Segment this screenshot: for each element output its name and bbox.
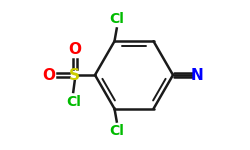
Text: N: N (191, 68, 204, 82)
Text: S: S (69, 68, 80, 82)
Text: O: O (42, 68, 55, 82)
Text: O: O (68, 42, 81, 57)
Text: Cl: Cl (109, 123, 124, 138)
Text: Cl: Cl (109, 12, 124, 27)
Text: Cl: Cl (66, 95, 81, 110)
